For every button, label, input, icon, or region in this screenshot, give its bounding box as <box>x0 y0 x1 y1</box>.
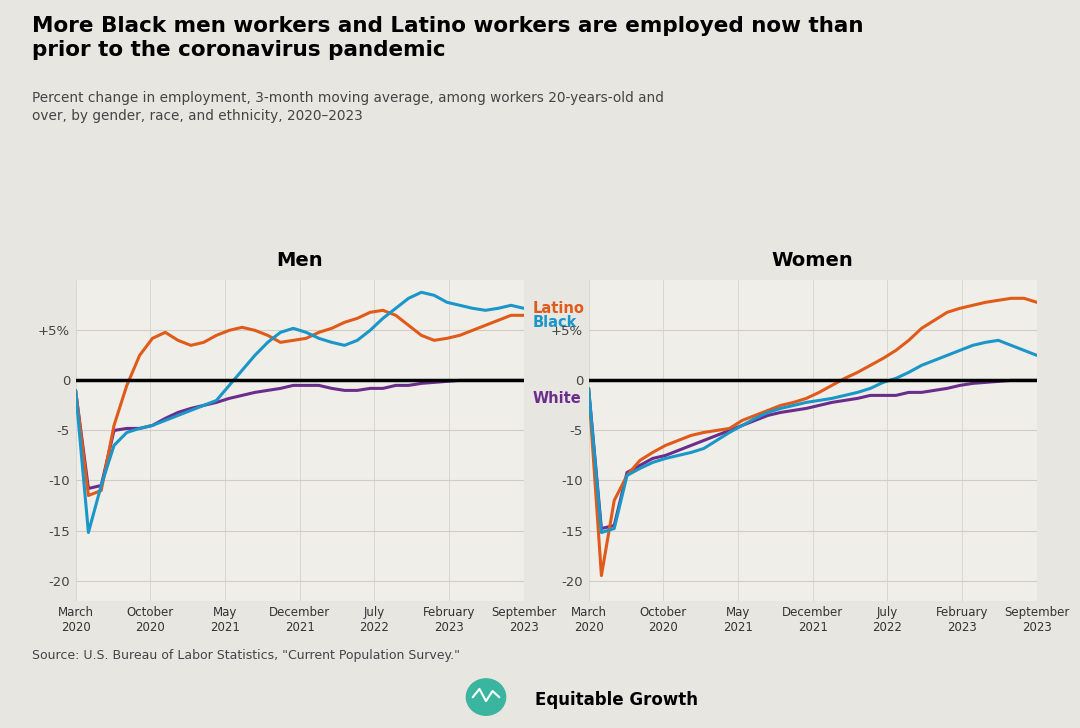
Title: Men: Men <box>276 251 323 270</box>
Text: More Black men workers and Latino workers are employed now than
prior to the cor: More Black men workers and Latino worker… <box>32 16 864 60</box>
Circle shape <box>467 678 505 715</box>
Text: Percent change in employment, 3-month moving average, among workers 20-years-old: Percent change in employment, 3-month mo… <box>32 91 664 124</box>
Text: Source: U.S. Bureau of Labor Statistics, "Current Population Survey.": Source: U.S. Bureau of Labor Statistics,… <box>32 649 460 662</box>
Text: White: White <box>532 391 581 406</box>
Text: Latino: Latino <box>532 301 584 316</box>
Title: Women: Women <box>772 251 853 270</box>
Text: Equitable Growth: Equitable Growth <box>535 692 698 709</box>
Text: Black: Black <box>532 314 577 330</box>
